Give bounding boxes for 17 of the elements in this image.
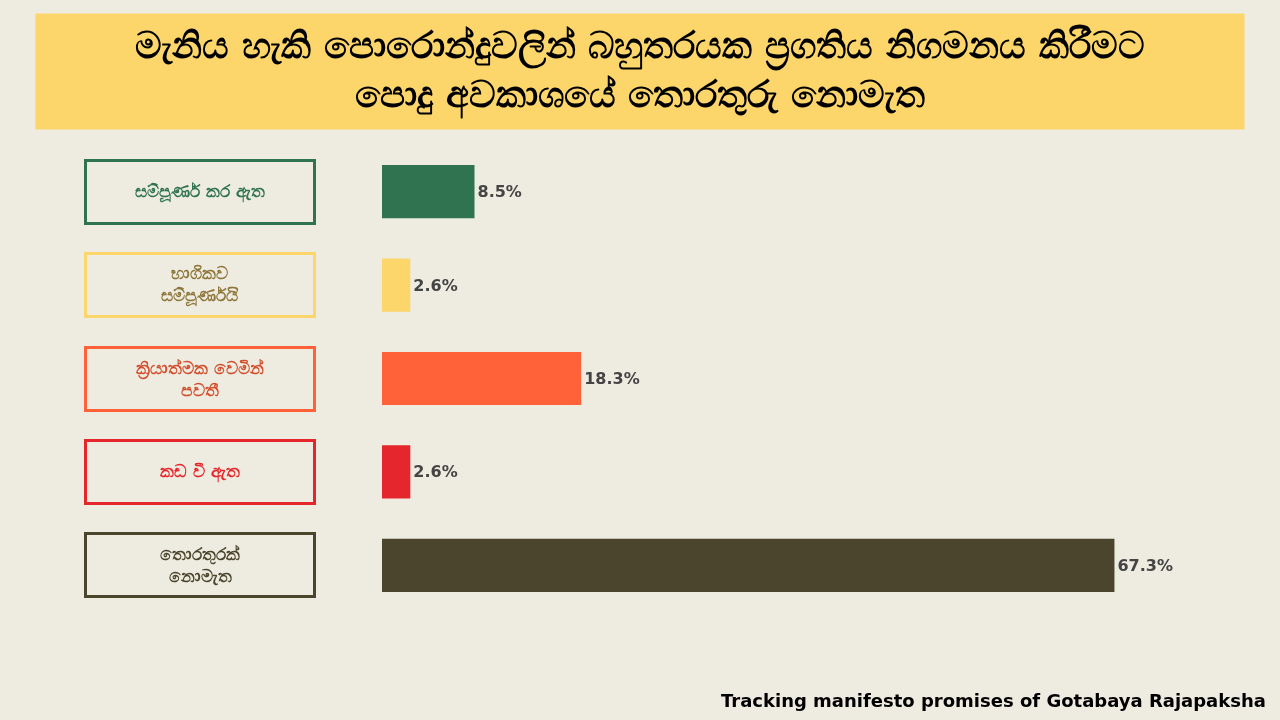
y-tick-label: භාගිකව සම්පූර්ණයි [161, 262, 239, 308]
text: Tracking manifesto promises of Gotabaya Rajapaksha [721, 690, 1266, 711]
bar [382, 445, 411, 499]
y-tick-label: කඩ වී ඇත [160, 461, 240, 483]
y-tick-label: තොරතුරක් නොමැත [160, 543, 240, 587]
data-label: 67.3% [1117, 555, 1173, 575]
data-label: 2.6% [413, 275, 458, 295]
bar [382, 165, 475, 219]
y-tick-label: ක්‍රියාත්මක වෙමින් පවතී [136, 357, 264, 401]
chart-title: මැනිය හැකි පොරොන්දුවලින් බහුතරයක ප්‍රගතිය නිගමනය කිරීමට පොදු අවකාශයේ තොරතුරු නොමැත [134, 24, 1146, 119]
bar [382, 538, 1115, 592]
data-label: 2.6% [413, 462, 458, 482]
bar [382, 258, 411, 312]
data-label: 18.3% [584, 369, 640, 388]
y-tick-label: සම්පූර්ණ කර ඇත [135, 181, 265, 203]
bar [382, 351, 582, 406]
data-label: 8.5% [477, 182, 522, 202]
